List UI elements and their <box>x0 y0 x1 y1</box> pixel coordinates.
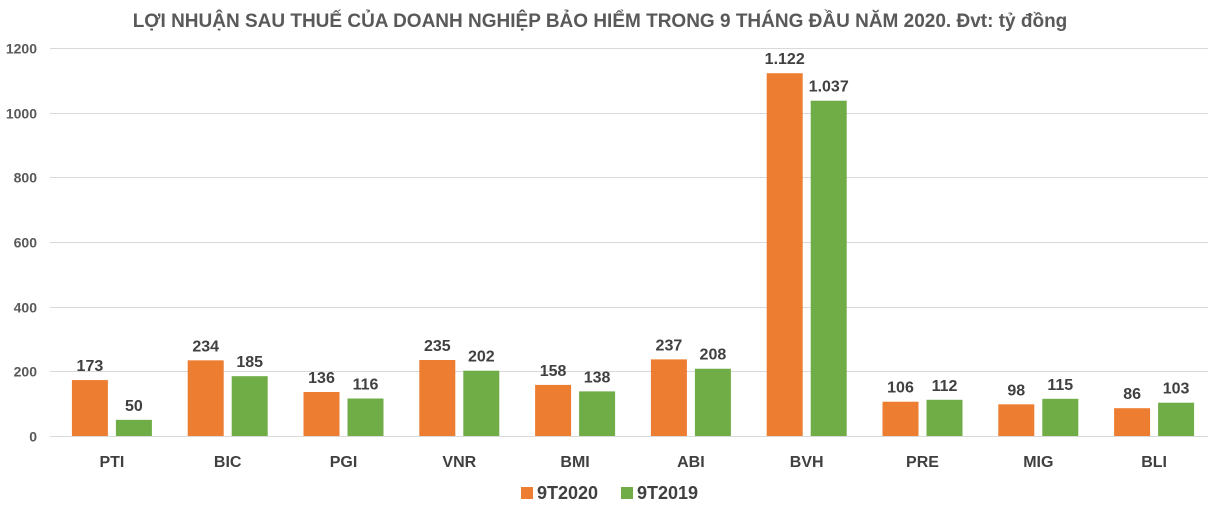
bar-9t2020-bli <box>1114 408 1151 436</box>
bar-9t2020-pgi <box>303 392 340 436</box>
data-label: 173 <box>77 358 104 375</box>
x-tick-label: ABI <box>677 454 705 471</box>
bar-9t2020-mig <box>998 404 1035 436</box>
bar-9t2019-abi <box>694 368 731 436</box>
data-label: 106 <box>887 380 914 397</box>
y-tick-label: 400 <box>14 300 38 316</box>
data-label: 86 <box>1123 386 1141 403</box>
x-tick-label: BIC <box>214 454 242 471</box>
data-label: 185 <box>236 354 263 371</box>
bar-9t2019-pti <box>115 419 152 436</box>
chart-title: LỢI NHUẬN SAU THUẾ CỦA DOANH NGHIỆP BẢO … <box>133 10 1068 32</box>
x-tick-label: MIG <box>1023 454 1053 471</box>
y-tick-label: 200 <box>14 364 38 380</box>
bar-9t2019-pre <box>926 399 963 436</box>
bar-9t2019-bvh <box>810 100 847 436</box>
bar-9t2020-pti <box>71 380 108 436</box>
data-label: 103 <box>1163 381 1190 398</box>
data-label: 136 <box>308 370 335 387</box>
bar-9t2020-pre <box>882 401 919 436</box>
bar-9t2020-bvh <box>766 73 803 436</box>
y-tick-label: 600 <box>14 235 38 251</box>
x-tick-label: PRE <box>906 454 939 471</box>
bar-9t2019-bli <box>1158 402 1195 436</box>
legend: 9T2020 9T2019 <box>521 483 698 503</box>
x-tick-label: BMI <box>560 454 589 471</box>
data-label: 1.037 <box>809 79 849 96</box>
data-label: 98 <box>1007 382 1025 399</box>
data-label: 116 <box>353 376 379 393</box>
x-tick-label: VNR <box>442 454 476 471</box>
bar-9t2020-bmi <box>535 384 572 436</box>
data-label: 235 <box>424 338 451 355</box>
y-tick-label: 800 <box>14 170 38 186</box>
data-label: 138 <box>584 369 611 386</box>
y-tick-label: 0 <box>29 429 37 445</box>
x-tick-label: BLI <box>1141 454 1167 471</box>
data-label: 234 <box>192 338 219 355</box>
bars <box>71 73 1195 436</box>
data-label: 112 <box>932 378 958 395</box>
legend-label: 9T2020 <box>537 483 598 503</box>
gridlines <box>50 48 1208 437</box>
bar-9t2020-abi <box>650 359 687 436</box>
data-label: 202 <box>468 349 495 366</box>
data-label: 50 <box>125 398 143 415</box>
bar-9t2020-bic <box>187 360 224 436</box>
legend-swatch <box>621 487 633 499</box>
x-tick-label: BVH <box>790 454 824 471</box>
x-tick-label: PTI <box>99 454 124 471</box>
data-label: 1.122 <box>765 51 805 68</box>
data-label: 208 <box>700 347 727 364</box>
data-labels: 173 50 234 185 136 116 235 202 158 138 237 208 1.122… <box>77 51 1190 415</box>
data-label: 237 <box>656 337 683 354</box>
data-label: 158 <box>540 363 567 380</box>
legend-swatch <box>521 487 533 499</box>
data-label: 115 <box>1047 377 1073 394</box>
legend-label: 9T2019 <box>637 483 698 503</box>
bar-9t2019-vnr <box>463 370 500 436</box>
x-tick-label: PGI <box>330 454 358 471</box>
y-axis: 0 200 400 600 800 1000 1200 <box>6 41 37 445</box>
bar-9t2019-bic <box>231 376 268 436</box>
y-tick-label: 1200 <box>6 41 37 57</box>
x-axis: PTI BIC PGI VNR BMI ABI BVH PRE MIG BLI <box>99 454 1167 471</box>
bar-9t2020-vnr <box>419 360 456 436</box>
bar-9t2019-bmi <box>579 391 616 436</box>
bar-9t2019-mig <box>1042 398 1079 436</box>
bar-9t2019-pgi <box>347 398 384 436</box>
y-tick-label: 1000 <box>6 106 37 122</box>
